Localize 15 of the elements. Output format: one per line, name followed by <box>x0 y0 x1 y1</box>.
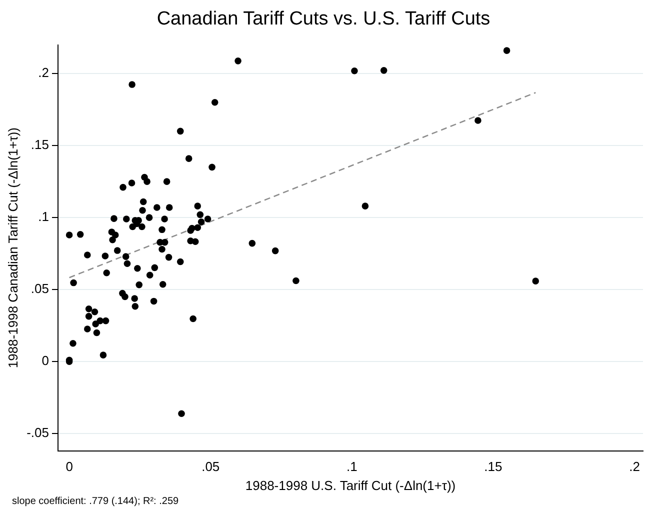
y-tick-label: .1 <box>38 209 49 224</box>
x-tick-label: .05 <box>202 459 220 474</box>
x-tick-label: .15 <box>484 459 502 474</box>
y-axis-title: 1988-1998 Canadian Tariff Cut (-Δln(1+τ)) <box>5 127 20 368</box>
x-axis-title: 1988-1998 U.S. Tariff Cut (-Δln(1+τ)) <box>245 478 456 493</box>
text: slope coefficient: .779 (.144); R²: .259 <box>12 496 180 507</box>
x-tick-label: .2 <box>629 459 640 474</box>
y-tick-label: 0 <box>42 353 49 368</box>
y-tick-label: .05 <box>30 281 49 296</box>
x-tick-label: .1 <box>346 459 358 474</box>
y-tick-label: -.05 <box>26 425 49 440</box>
x-tick-label: 0 <box>66 459 73 474</box>
chart-title: Canadian Tariff Cuts vs. U.S. Tariff Cuts <box>156 8 490 30</box>
y-tick-label: .15 <box>30 137 49 152</box>
y-tick-label: .2 <box>38 65 49 80</box>
